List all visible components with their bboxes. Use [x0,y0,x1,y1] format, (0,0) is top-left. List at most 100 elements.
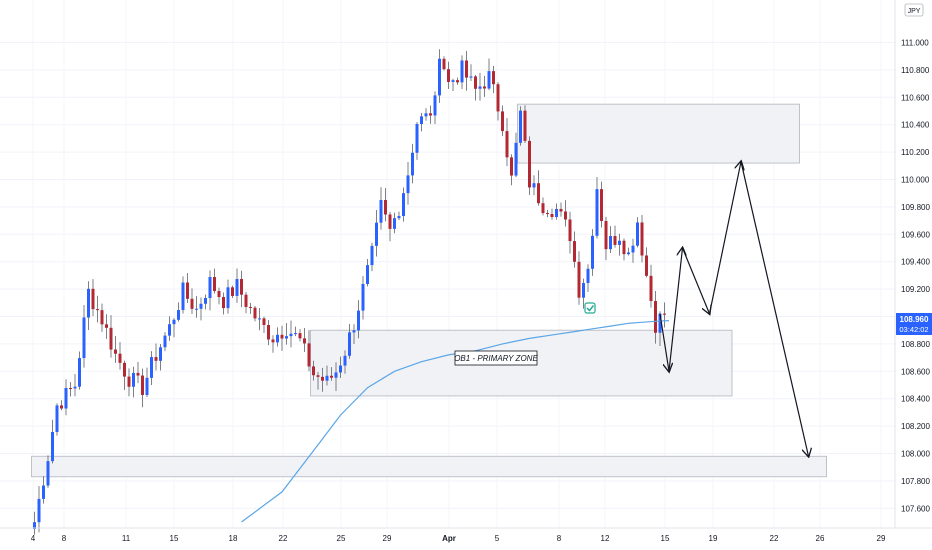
check-mark-icon [584,302,596,314]
candle-body [298,333,302,339]
candle-body [240,278,243,295]
candle [591,229,594,276]
candle-body [357,310,360,331]
candle-body [64,388,68,409]
candle [424,108,428,121]
candle-body [649,275,653,302]
candle-body [631,245,635,253]
candle [555,203,558,220]
candle-body [577,261,581,298]
candle-body [379,199,383,223]
candle-body [267,324,270,340]
candle [240,270,243,308]
candle-body [276,334,279,343]
candle-body [82,317,86,359]
candle [433,91,437,125]
x-tick-label: 19 [709,534,718,543]
x-tick-label: 8 [62,534,67,543]
candle [222,292,225,315]
candle-body [492,71,495,85]
candle-body [222,296,225,309]
candle [654,291,657,344]
candle-body [636,222,639,246]
candle [559,202,563,217]
candle-body [402,193,405,217]
candle [199,297,203,321]
y-tick-label: 109.200 [901,285,930,294]
candle [366,258,369,287]
candle [145,367,149,398]
candle-body [555,208,558,218]
candle-body [150,357,153,378]
candle-body [87,288,90,318]
candle [532,175,536,196]
candle-body [235,278,239,296]
y-tick-label: 108.200 [901,422,930,431]
price-axis[interactable]: 111.000 110.800 110.600 110.400 110.200 110.0… [901,39,930,514]
candle-body [487,71,491,89]
candle-body [280,334,284,339]
last-price: 108.960 [900,315,929,324]
time-axis[interactable]: 4 8 11 15 18 22 25 29 Apr 5 8 12 15 19 22 26 29 [31,534,886,543]
candle [141,368,144,408]
candle-body [96,309,99,311]
candle [600,181,603,228]
candle [528,136,531,195]
x-tick-label: 29 [383,534,392,543]
candle [519,106,522,146]
candle [361,276,365,320]
candle-body [537,183,540,204]
candle [469,64,473,82]
candle [298,329,302,342]
x-tick-label: 4 [31,534,36,543]
candle-body [195,308,198,310]
candle-body [460,60,464,83]
candle [114,335,117,363]
candle [343,350,347,374]
candle [474,75,477,101]
candle [438,49,441,103]
y-tick-label: 107.800 [901,477,930,486]
candle [78,351,81,390]
y-tick-label: 110.000 [901,176,930,185]
candle [55,403,59,436]
candle [406,161,410,205]
zone-label-box [454,350,538,366]
candle-body [199,303,203,309]
candle-body [564,211,567,220]
candle-body [433,95,437,116]
candle-body [141,375,144,396]
candle-body [46,461,50,486]
candle [496,82,500,121]
candle [190,288,194,314]
candle [51,419,54,464]
candle-body [411,152,414,176]
candle [636,217,639,248]
candle-body [55,405,59,432]
candle-body [262,318,266,325]
candle-body [159,347,162,361]
candle [276,327,279,347]
candle-body [442,58,446,70]
candle [46,455,50,488]
candle [285,323,288,345]
candle [456,77,459,85]
candle-body [406,175,410,194]
candle-body [429,113,432,116]
candle [37,486,41,533]
candle-body [69,388,72,390]
candle [267,320,270,346]
candle [577,251,581,305]
candle [181,276,185,314]
candle [208,270,212,311]
candle-body [604,220,608,250]
candle-body [420,116,423,125]
candle-body [208,277,212,299]
candle-body [123,362,126,377]
candle [168,316,171,341]
candle-body [618,240,621,245]
candle [150,351,153,385]
x-tick-label: 26 [816,534,825,543]
candle-body [271,339,275,343]
